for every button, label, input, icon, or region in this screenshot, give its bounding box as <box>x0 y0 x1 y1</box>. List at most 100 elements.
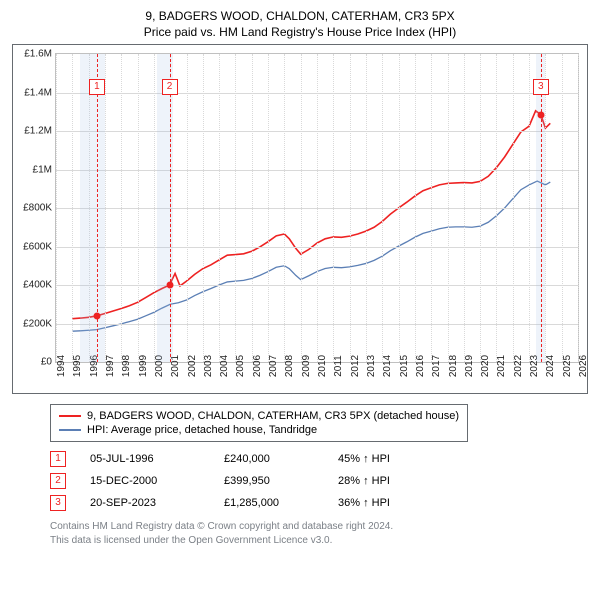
x-tick-label: 2011 <box>333 356 344 378</box>
event-marker-badge: 2 <box>162 79 178 95</box>
grid-v <box>562 54 563 362</box>
event-pct: 28% ↑ HPI <box>338 475 448 487</box>
event-row: 3 20-SEP-2023 £1,285,000 36% ↑ HPI <box>50 492 588 514</box>
grid-v <box>121 54 122 362</box>
grid-v <box>399 54 400 362</box>
legend: 9, BADGERS WOOD, CHALDON, CATERHAM, CR3 … <box>50 404 468 442</box>
event-marker-dot <box>537 112 544 119</box>
shaded-band <box>157 54 173 362</box>
grid-v <box>366 54 367 362</box>
plot-area: £0£200K£400K£600K£800K£1M£1.2M£1.4M£1.6M… <box>55 53 579 363</box>
x-tick-label: 2003 <box>203 355 214 377</box>
legend-label: 9, BADGERS WOOD, CHALDON, CATERHAM, CR3 … <box>87 410 459 422</box>
y-tick-label: £200K <box>23 318 52 329</box>
x-tick-label: 2018 <box>448 355 459 377</box>
chart-frame: £0 £200K £400K £600K £800K £1M £1.2M £1.4M £1.6M… <box>12 44 588 394</box>
x-tick-label: 2014 <box>382 355 393 377</box>
event-marker-line <box>541 54 542 362</box>
x-tick-label: 2016 <box>415 355 426 377</box>
x-tick-label: 2008 <box>284 355 295 377</box>
grid-v <box>480 54 481 362</box>
grid-v <box>317 54 318 362</box>
chart-title: 9, BADGERS WOOD, CHALDON, CATERHAM, CR3 … <box>8 8 592 40</box>
event-badge: 3 <box>50 495 66 511</box>
x-tick-label: 2006 <box>252 355 263 377</box>
event-date: 20-SEP-2023 <box>90 497 200 509</box>
event-marker-line <box>170 54 171 362</box>
event-pct: 45% ↑ HPI <box>338 453 448 465</box>
grid-v <box>301 54 302 362</box>
x-tick-label: 1998 <box>121 355 132 377</box>
y-tick-label: £0 <box>41 357 52 368</box>
grid-v <box>415 54 416 362</box>
x-tick-label: 2015 <box>399 355 410 377</box>
x-tick-label: 1999 <box>138 355 149 377</box>
legend-row: HPI: Average price, detached house, Tand… <box>59 423 459 437</box>
x-tick-label: 2026 <box>578 355 589 377</box>
series-blue <box>72 181 550 331</box>
grid-v <box>105 54 106 362</box>
event-badge: 2 <box>50 473 66 489</box>
grid-v <box>138 54 139 362</box>
grid-v <box>545 54 546 362</box>
grid-v <box>154 54 155 362</box>
x-tick-label: 2020 <box>480 355 491 377</box>
footer-line-2: This data is licensed under the Open Gov… <box>50 534 588 548</box>
grid-v <box>464 54 465 362</box>
grid-v <box>187 54 188 362</box>
event-row: 2 15-DEC-2000 £399,950 28% ↑ HPI <box>50 470 588 492</box>
title-line-2: Price paid vs. HM Land Registry's House … <box>8 24 592 40</box>
y-tick-label: £1M <box>33 164 52 175</box>
chart-plot: £0£200K£400K£600K£800K£1M£1.2M£1.4M£1.6M… <box>55 53 579 363</box>
grid-v <box>513 54 514 362</box>
event-pct: 36% ↑ HPI <box>338 497 448 509</box>
x-tick-label: 2010 <box>317 355 328 377</box>
x-tick-label: 1997 <box>105 355 116 377</box>
x-tick-label: 2013 <box>366 355 377 377</box>
footer-attribution: Contains HM Land Registry data © Crown c… <box>50 520 588 547</box>
footer-line-1: Contains HM Land Registry data © Crown c… <box>50 520 588 534</box>
legend-swatch <box>59 415 81 417</box>
event-badge: 1 <box>50 451 66 467</box>
event-date: 15-DEC-2000 <box>90 475 200 487</box>
x-tick-label: 2021 <box>496 355 507 377</box>
x-tick-label: 2022 <box>513 355 524 377</box>
grid-v <box>284 54 285 362</box>
title-line-1: 9, BADGERS WOOD, CHALDON, CATERHAM, CR3 … <box>8 8 592 24</box>
event-price: £1,285,000 <box>224 497 314 509</box>
grid-v <box>496 54 497 362</box>
event-date: 05-JUL-1996 <box>90 453 200 465</box>
y-tick-label: £600K <box>23 241 52 252</box>
legend-label: HPI: Average price, detached house, Tand… <box>87 424 317 436</box>
x-tick-label: 2009 <box>301 355 312 377</box>
x-tick-label: 1994 <box>56 355 67 377</box>
y-tick-label: £400K <box>23 280 52 291</box>
y-tick-label: £1.2M <box>24 126 52 137</box>
x-tick-label: 2024 <box>545 355 556 377</box>
y-tick-label: £800K <box>23 203 52 214</box>
grid-v <box>56 54 57 362</box>
grid-v <box>431 54 432 362</box>
event-marker-badge: 1 <box>89 79 105 95</box>
grid-v <box>529 54 530 362</box>
x-tick-label: 2012 <box>350 355 361 377</box>
event-price: £399,950 <box>224 475 314 487</box>
grid-v <box>448 54 449 362</box>
x-tick-label: 2005 <box>235 355 246 377</box>
event-price: £240,000 <box>224 453 314 465</box>
grid-v <box>235 54 236 362</box>
grid-v <box>333 54 334 362</box>
event-marker-badge: 3 <box>533 79 549 95</box>
y-tick-label: £1.6M <box>24 49 52 60</box>
y-tick-label: £1.4M <box>24 87 52 98</box>
x-tick-label: 2002 <box>187 355 198 377</box>
legend-swatch <box>59 429 81 431</box>
grid-v <box>252 54 253 362</box>
events-table: 1 05-JUL-1996 £240,000 45% ↑ HPI 2 15-DEC-200… <box>50 448 588 514</box>
x-tick-label: 2019 <box>464 355 475 377</box>
grid-v <box>382 54 383 362</box>
x-tick-label: 2017 <box>431 355 442 377</box>
grid-v <box>350 54 351 362</box>
grid-v <box>578 54 579 362</box>
grid-v <box>219 54 220 362</box>
